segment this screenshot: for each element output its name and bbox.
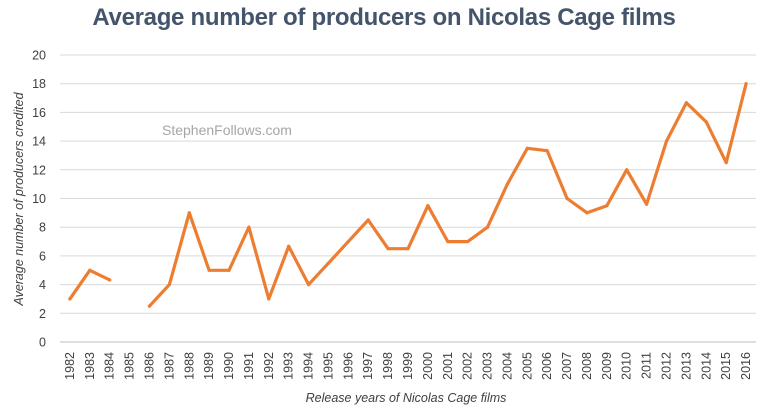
- data-point: [187, 211, 191, 215]
- x-tick-label: 1983: [83, 352, 97, 380]
- x-tick-label: 2012: [660, 352, 674, 380]
- data-point: [704, 120, 708, 124]
- x-tick-label: 2004: [500, 352, 514, 380]
- x-tick-label: 2006: [540, 352, 554, 380]
- data-point: [724, 161, 728, 165]
- x-tick-label: 2014: [699, 352, 713, 380]
- x-tick-label: 1986: [142, 352, 156, 380]
- x-tick-label: 1998: [381, 352, 395, 380]
- x-tick-label: 1990: [222, 352, 236, 380]
- x-tick-label: 1984: [103, 352, 117, 380]
- x-tick-label: 2007: [560, 352, 574, 380]
- y-axis-tick-labels: 0 2 4 6 8 10 12 14 16 18 20: [32, 49, 46, 350]
- data-point: [88, 268, 92, 272]
- data-point: [565, 196, 569, 201]
- data-point: [525, 146, 529, 150]
- x-tick-label: 1995: [321, 352, 335, 380]
- data-point: [545, 149, 549, 153]
- data-point: [625, 168, 629, 172]
- data-point: [68, 297, 72, 301]
- data-point: [406, 247, 410, 251]
- data-point: [207, 268, 211, 272]
- series-lines: [68, 82, 748, 308]
- x-axis-tick-labels: 1982 1983 1984 1985 1986 1987 1988 1989 1990 1991…: [63, 352, 753, 380]
- x-tick-label: 1993: [282, 352, 296, 380]
- y-tick-label: 18: [32, 77, 46, 91]
- y-tick-label: 4: [39, 278, 46, 292]
- y-tick-label: 2: [39, 307, 46, 321]
- x-tick-label: 2001: [441, 352, 455, 380]
- x-tick-label: 1988: [182, 352, 196, 380]
- y-tick-label: 14: [32, 135, 46, 149]
- data-point: [247, 225, 251, 229]
- data-point: [147, 304, 152, 308]
- x-tick-label: 1982: [63, 352, 77, 380]
- data-point: [366, 218, 370, 222]
- x-tick-label: 2003: [481, 352, 495, 380]
- x-tick-label: 1985: [123, 352, 137, 380]
- data-point: [326, 261, 331, 265]
- data-point: [505, 182, 510, 186]
- y-tick-label: 10: [32, 192, 46, 206]
- x-tick-label: 2008: [580, 352, 594, 380]
- x-tick-label: 2002: [461, 352, 475, 380]
- y-tick-label: 16: [32, 106, 46, 120]
- data-point: [446, 239, 450, 244]
- x-tick-label: 2000: [421, 352, 435, 380]
- y-tick-label: 20: [32, 49, 46, 63]
- x-tick-label: 1999: [401, 352, 415, 380]
- data-point: [466, 239, 470, 244]
- data-point: [346, 239, 350, 244]
- y-tick-label: 0: [39, 336, 46, 350]
- x-tick-label: 1989: [202, 352, 216, 380]
- data-point: [167, 283, 171, 287]
- data-point: [485, 225, 490, 229]
- y-tick-label: 12: [32, 163, 46, 177]
- data-point: [664, 139, 669, 143]
- chart-title: Average number of producers on Nicolas C…: [92, 4, 676, 31]
- data-point: [227, 268, 231, 272]
- data-point: [605, 204, 609, 208]
- x-tick-label: 2015: [719, 352, 733, 380]
- x-tick-label: 2016: [739, 352, 753, 380]
- y-tick-label: 6: [39, 249, 46, 263]
- watermark: StephenFollows.com: [162, 122, 292, 138]
- data-point: [744, 82, 748, 86]
- y-axis-title: Average number of producers credited: [12, 91, 26, 306]
- data-point: [267, 297, 271, 301]
- x-tick-label: 1996: [341, 352, 355, 380]
- data-point: [306, 283, 311, 287]
- x-tick-label: 1987: [162, 352, 176, 380]
- data-point: [585, 211, 589, 215]
- x-tick-label: 1992: [262, 352, 276, 380]
- x-tick-label: 2005: [520, 352, 534, 380]
- series-line-segment: [147, 82, 748, 308]
- data-point: [426, 204, 430, 208]
- x-tick-label: 2009: [600, 352, 614, 380]
- x-tick-label: 1991: [242, 352, 256, 380]
- y-tick-label: 8: [39, 221, 46, 235]
- x-tick-label: 1997: [361, 352, 375, 380]
- data-point: [386, 247, 390, 251]
- data-point: [684, 101, 689, 105]
- data-point: [645, 202, 649, 206]
- x-tick-label: 2013: [679, 352, 693, 380]
- x-axis-title: Release years of Nicolas Cage films: [306, 391, 507, 405]
- x-tick-label: 1994: [302, 352, 316, 380]
- data-point: [108, 278, 112, 282]
- x-tick-label: 2011: [640, 352, 654, 379]
- x-tick-label: 2010: [620, 352, 634, 380]
- data-point: [287, 244, 291, 248]
